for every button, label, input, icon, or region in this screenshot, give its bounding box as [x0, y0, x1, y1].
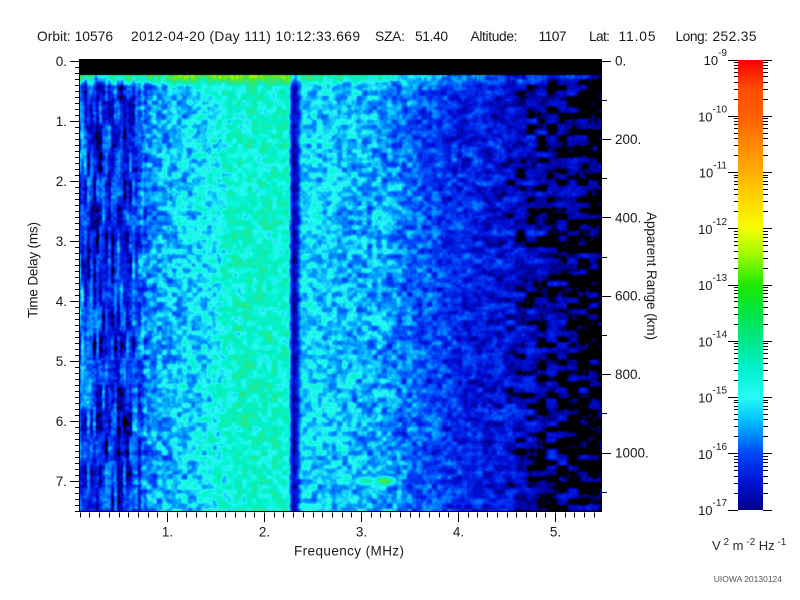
svg-text:Apparent Range (km): Apparent Range (km) — [644, 212, 659, 340]
svg-text:Time Delay (ms): Time Delay (ms) — [26, 222, 41, 318]
svg-text:0.: 0. — [56, 54, 67, 69]
svg-text:6.: 6. — [56, 414, 67, 429]
svg-text:0.: 0. — [615, 54, 626, 69]
svg-text:1000.: 1000. — [615, 446, 649, 461]
svg-text:10-17: 10-17 — [698, 498, 727, 518]
svg-text:1107: 1107 — [539, 29, 567, 44]
svg-text:Orbit: 10576: Orbit: 10576 — [37, 29, 113, 44]
svg-text:10-14: 10-14 — [698, 329, 727, 349]
svg-text:51.40: 51.40 — [415, 29, 448, 44]
svg-text:10-15: 10-15 — [698, 386, 727, 406]
svg-text:4.: 4. — [56, 294, 67, 309]
svg-text:10-9: 10-9 — [704, 48, 728, 68]
svg-text:5.: 5. — [550, 525, 561, 540]
svg-text:1.: 1. — [56, 114, 67, 129]
svg-text:10-16: 10-16 — [698, 442, 727, 462]
svg-text:V 2 m -2 Hz -1: V 2 m -2 Hz -1 — [712, 537, 787, 553]
svg-text:Lat:: Lat: — [589, 29, 610, 44]
svg-text:400.: 400. — [615, 210, 641, 225]
svg-text:2012-04-20 (Day 111) 10:12:33.: 2012-04-20 (Day 111) 10:12:33.669 — [131, 29, 360, 44]
svg-text:Long:: Long: — [676, 29, 709, 44]
svg-text:3.: 3. — [356, 525, 367, 540]
svg-text:2.: 2. — [259, 525, 270, 540]
svg-text:7.: 7. — [56, 474, 67, 489]
svg-text:SZA:: SZA: — [375, 29, 405, 44]
svg-text:10-13: 10-13 — [698, 273, 727, 293]
svg-text:5.: 5. — [56, 354, 67, 369]
svg-text:10-11: 10-11 — [699, 161, 728, 181]
svg-text:4.: 4. — [453, 525, 464, 540]
svg-text:UIOWA 20130124: UIOWA 20130124 — [714, 574, 782, 584]
svg-text:10-12: 10-12 — [698, 217, 727, 237]
svg-text:10-10: 10-10 — [698, 104, 727, 124]
svg-text:3.: 3. — [56, 234, 67, 249]
svg-text:200.: 200. — [615, 132, 641, 147]
svg-text:800.: 800. — [615, 367, 641, 382]
svg-text:1.: 1. — [162, 525, 173, 540]
svg-text:Altitude:: Altitude: — [471, 29, 518, 44]
svg-text:252.35: 252.35 — [713, 29, 757, 44]
svg-text:11.05: 11.05 — [619, 29, 656, 44]
svg-text:2.: 2. — [56, 174, 67, 189]
svg-text:600.: 600. — [615, 289, 641, 304]
svg-text:Frequency (MHz): Frequency (MHz) — [294, 544, 404, 559]
